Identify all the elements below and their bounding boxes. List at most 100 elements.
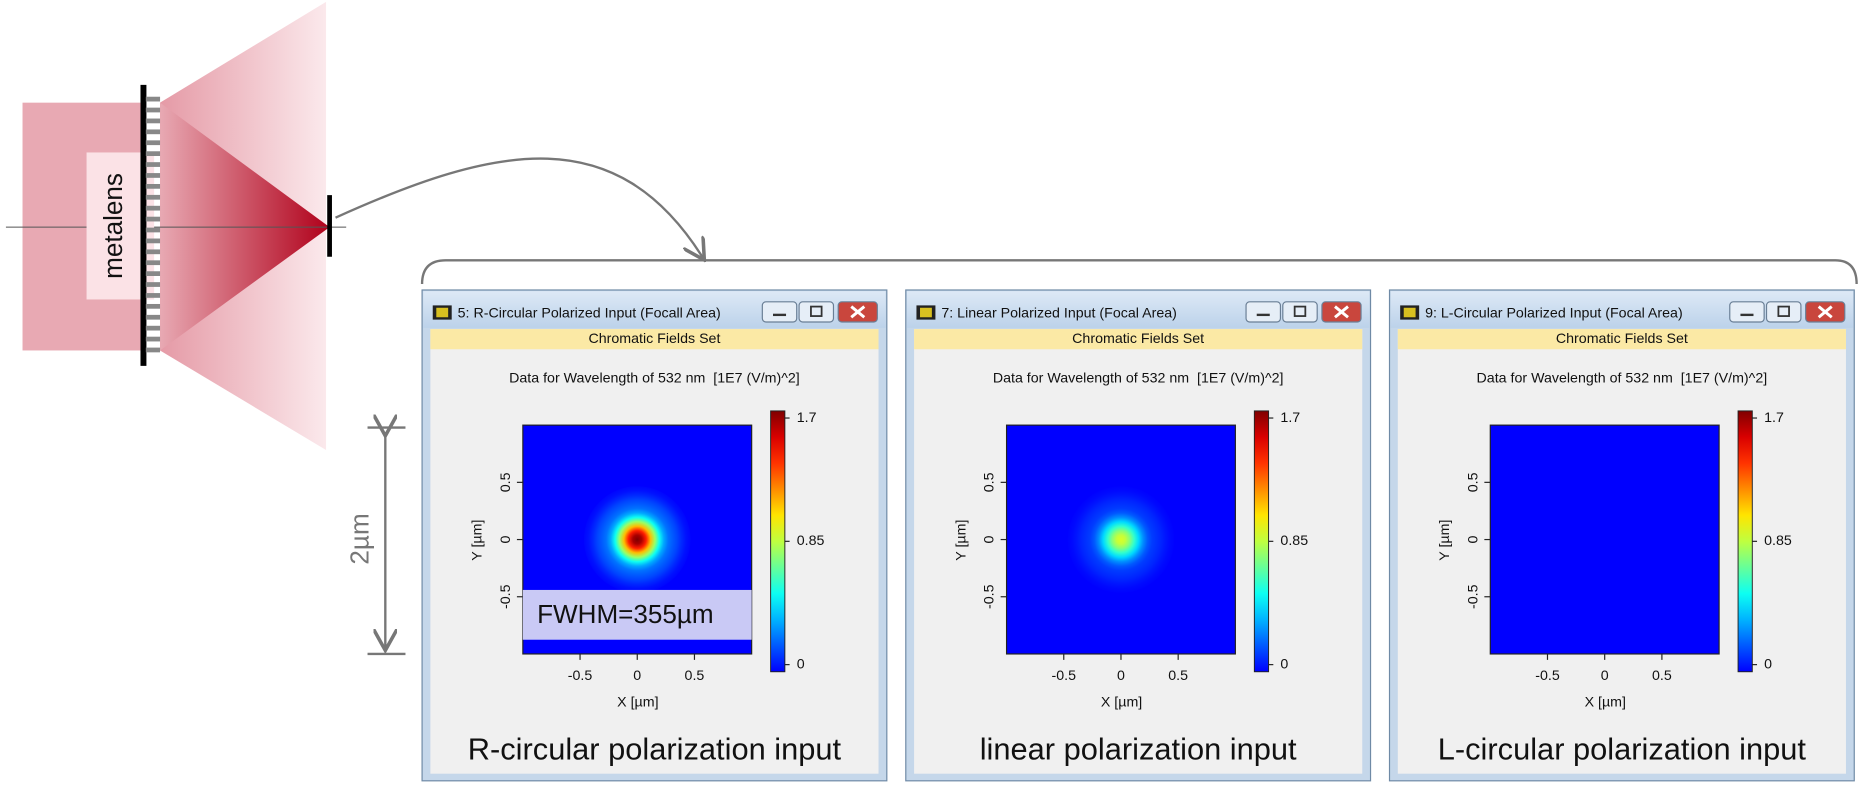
colorbar-tick-label: 1.7 bbox=[1764, 410, 1784, 426]
tooth bbox=[145, 96, 161, 102]
x-tick-label: 0 bbox=[1601, 668, 1609, 684]
toolbar-label: Chromatic Fields Set bbox=[588, 331, 720, 347]
tooth bbox=[145, 347, 161, 353]
caption: R-circular polarization input bbox=[468, 731, 842, 766]
tooth bbox=[145, 118, 161, 124]
focal-spot bbox=[583, 486, 691, 593]
lens-label: metalens bbox=[98, 173, 128, 279]
plot-header: Data for Wavelength of 532 nm [1E7 (V/m)… bbox=[993, 371, 1284, 387]
colorbar-tick-label: 0 bbox=[1280, 656, 1288, 672]
tooth bbox=[145, 325, 161, 331]
colorbar-tick-label: 0 bbox=[1764, 656, 1772, 672]
tooth bbox=[145, 271, 161, 276]
window: 7: Linear Polarized Input (Focal Area) Ch… bbox=[905, 289, 1372, 782]
minimize-button[interactable] bbox=[1245, 301, 1282, 323]
colorbar-tick-label: 1.7 bbox=[1280, 410, 1300, 426]
x-tick-label: 0.5 bbox=[685, 668, 705, 684]
x-tick-label: 0 bbox=[1117, 668, 1125, 684]
scale-label: 2µm bbox=[344, 513, 374, 564]
tooth bbox=[145, 129, 161, 135]
y-axis-label: Y [µm] bbox=[470, 520, 486, 561]
tooth bbox=[145, 173, 161, 178]
colorbar-tick-label: 0.85 bbox=[1764, 533, 1792, 549]
tooth bbox=[145, 162, 161, 167]
minimize-button[interactable] bbox=[1729, 301, 1765, 323]
colorbar-tick-label: 1.7 bbox=[797, 410, 817, 426]
colorbar bbox=[1737, 410, 1753, 673]
tooth bbox=[145, 151, 161, 157]
tooth bbox=[145, 183, 161, 189]
y-tick-label: -0.5 bbox=[1465, 584, 1481, 609]
maximize-button[interactable] bbox=[798, 301, 835, 323]
annotation-box bbox=[522, 589, 752, 640]
focal-spot bbox=[1551, 486, 1659, 593]
x-axis-label: X [µm] bbox=[617, 694, 658, 710]
tooth bbox=[145, 216, 161, 222]
y-tick-label: 0 bbox=[982, 536, 998, 544]
tooth bbox=[145, 107, 161, 113]
close-glyph bbox=[1817, 305, 1833, 319]
maximize-button[interactable] bbox=[1282, 301, 1318, 323]
window: 9: L-Circular Polarized Input (Focal Are… bbox=[1388, 289, 1855, 782]
y-tick-label: -0.5 bbox=[982, 584, 998, 609]
window-title: 7: Linear Polarized Input (Focal Area) bbox=[941, 305, 1177, 321]
plot-header: Data for Wavelength of 532 nm [1E7 (V/m)… bbox=[1477, 371, 1768, 387]
toolbar bbox=[914, 329, 1363, 350]
window: 5: R-Circular Polarized Input (Focall Ar… bbox=[421, 289, 888, 782]
y-tick-label: -0.5 bbox=[498, 584, 514, 609]
focus-cone bbox=[160, 102, 330, 351]
app-icon-spot bbox=[1403, 307, 1416, 318]
tooth bbox=[145, 336, 161, 342]
caption: linear polarization input bbox=[980, 731, 1297, 766]
colorbar-tick-label: 0 bbox=[797, 656, 805, 672]
toolbar-label: Chromatic Fields Set bbox=[1556, 331, 1688, 347]
tooth bbox=[145, 282, 161, 287]
x-tick-label: -0.5 bbox=[1535, 668, 1560, 684]
x-tick-label: -0.5 bbox=[568, 668, 593, 684]
lens-teeth bbox=[145, 96, 161, 353]
x-axis-label: X [µm] bbox=[1101, 694, 1142, 710]
tooth bbox=[145, 260, 161, 266]
window-title: 5: R-Circular Polarized Input (Focall Ar… bbox=[458, 305, 721, 321]
toolbar bbox=[430, 329, 879, 350]
colorbar-tick-label: 0.85 bbox=[1280, 533, 1308, 549]
y-tick-label: 0.5 bbox=[982, 472, 998, 492]
app-icon-spot bbox=[436, 307, 449, 318]
arrow bbox=[335, 157, 704, 258]
tooth bbox=[145, 314, 161, 320]
tooth bbox=[145, 140, 161, 146]
app-icon-spot bbox=[920, 307, 932, 318]
maximize-glyph bbox=[810, 305, 823, 317]
tooth bbox=[145, 194, 161, 200]
x-axis-label: X [µm] bbox=[1585, 694, 1626, 710]
y-axis-label: Y [µm] bbox=[1437, 520, 1453, 561]
tooth bbox=[145, 293, 161, 298]
colorbar bbox=[1253, 410, 1270, 673]
annotation: FWHM=355µm bbox=[537, 599, 714, 629]
focal-spot bbox=[1067, 486, 1175, 593]
x-tick-label: 0.5 bbox=[1652, 668, 1672, 684]
close-glyph bbox=[1334, 305, 1349, 319]
y-tick-label: 0 bbox=[498, 536, 514, 544]
minimize-button[interactable] bbox=[761, 301, 798, 323]
x-tick-label: -0.5 bbox=[1052, 668, 1077, 684]
maximize-button[interactable] bbox=[1765, 301, 1802, 323]
bracket bbox=[420, 259, 1858, 285]
y-tick-label: 0.5 bbox=[498, 472, 514, 492]
tooth bbox=[145, 249, 161, 255]
y-axis-label: Y [µm] bbox=[953, 520, 969, 561]
metalens-diagram: metalens 2µm bbox=[5, 1, 1858, 656]
tooth bbox=[145, 303, 161, 309]
tooth bbox=[145, 205, 161, 211]
y-tick-label: 0.5 bbox=[1465, 472, 1481, 492]
close-glyph bbox=[850, 305, 866, 319]
plot-header: Data for Wavelength of 532 nm [1E7 (V/m)… bbox=[509, 371, 800, 387]
toolbar-label: Chromatic Fields Set bbox=[1072, 331, 1204, 347]
maximize-glyph bbox=[1777, 305, 1790, 317]
x-tick-label: 0 bbox=[633, 668, 641, 684]
colorbar-tick-label: 0.85 bbox=[797, 533, 825, 549]
colorbar bbox=[770, 410, 786, 673]
maximize-glyph bbox=[1293, 305, 1307, 317]
x-tick-label: 0.5 bbox=[1168, 668, 1188, 684]
